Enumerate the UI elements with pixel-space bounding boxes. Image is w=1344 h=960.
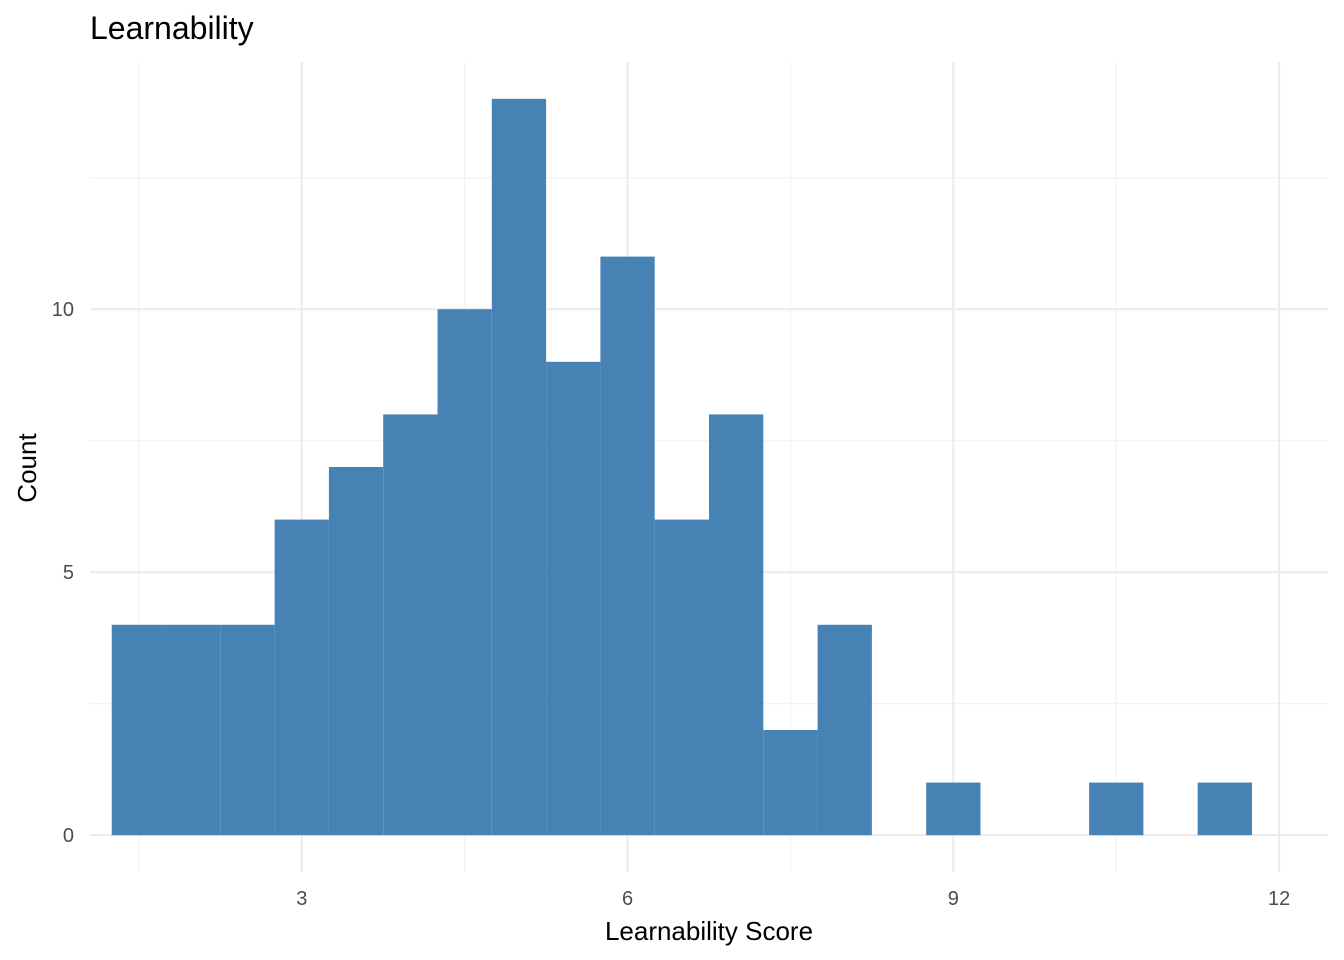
histogram-bar: [383, 414, 438, 836]
histogram-bar: [437, 309, 492, 836]
histogram-bar: [328, 467, 384, 836]
y-axis-tick-labels: 0 5 10: [52, 299, 74, 847]
y-tick-label: 0: [63, 825, 74, 847]
chart-title: Learnability: [90, 10, 254, 46]
histogram-bar: [654, 519, 709, 836]
x-tick-label: 6: [622, 888, 633, 910]
histogram-bar: [220, 624, 275, 836]
histogram-bar: [274, 519, 329, 836]
histogram-bar: [600, 256, 655, 836]
x-axis-tick-labels: 3 6 9 12: [296, 888, 1290, 910]
histogram-bar: [546, 361, 601, 836]
histogram-bar: [1197, 782, 1252, 836]
histogram-bar: [1089, 782, 1144, 836]
y-axis-title: Count: [12, 433, 42, 503]
histogram-bar: [491, 98, 547, 836]
x-axis-title: Learnability Score: [605, 916, 813, 946]
histogram-bar: [926, 782, 981, 836]
histogram-bar: [817, 624, 872, 836]
y-tick-label: 10: [52, 299, 74, 321]
histogram-bar: [166, 624, 221, 836]
x-tick-label: 3: [296, 888, 307, 910]
y-tick-label: 5: [63, 562, 74, 584]
histogram-bars: [111, 98, 1252, 836]
x-tick-label: 9: [948, 888, 959, 910]
histogram-bar: [111, 624, 167, 836]
histogram-bar: [763, 729, 818, 836]
histogram-bar: [709, 414, 764, 836]
x-tick-label: 12: [1268, 888, 1290, 910]
